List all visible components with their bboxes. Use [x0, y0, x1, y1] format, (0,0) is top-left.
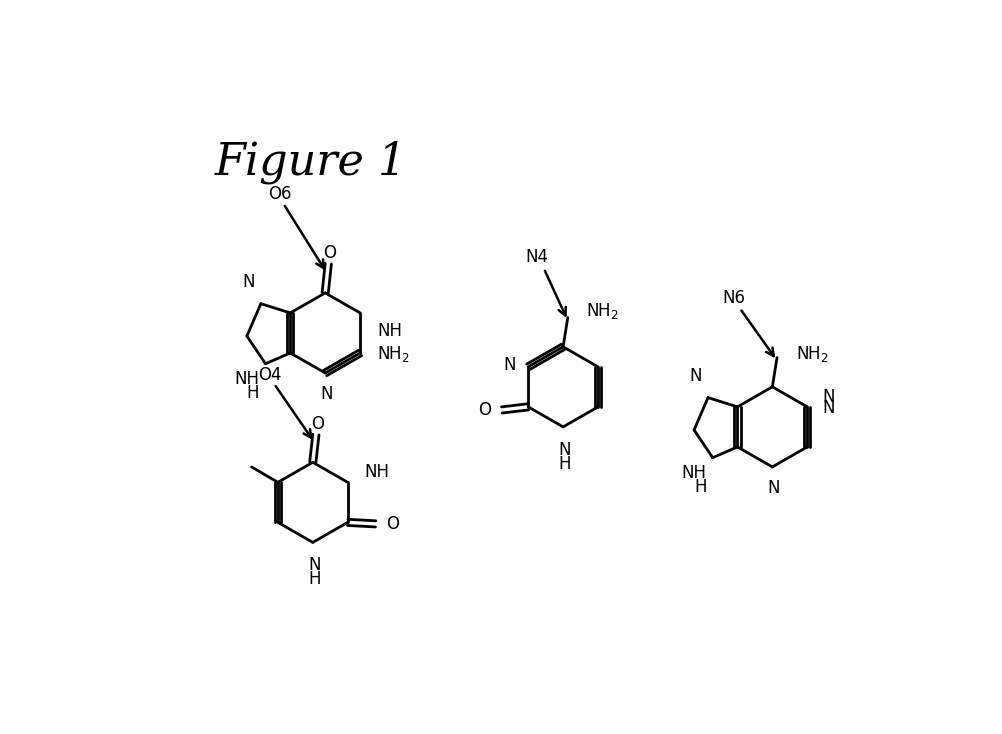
Text: H: H: [558, 454, 571, 473]
Text: O4: O4: [259, 366, 282, 384]
Text: NH: NH: [365, 463, 390, 482]
Text: O6: O6: [268, 186, 292, 203]
Text: O: O: [311, 415, 324, 433]
Text: N: N: [321, 385, 333, 403]
Text: N: N: [242, 273, 255, 291]
Text: NH: NH: [681, 464, 706, 482]
Text: N: N: [823, 388, 836, 406]
Text: O: O: [324, 244, 337, 262]
Text: H: H: [246, 384, 260, 401]
Text: O: O: [387, 515, 400, 533]
Text: N: N: [558, 440, 571, 459]
Text: NH$_2$: NH$_2$: [586, 302, 619, 321]
Text: N: N: [689, 367, 701, 385]
Text: NH$_2$: NH$_2$: [377, 344, 410, 365]
Text: NH$_2$: NH$_2$: [796, 344, 829, 365]
Text: NH: NH: [377, 322, 402, 341]
Text: N: N: [768, 479, 781, 497]
Text: NH: NH: [234, 370, 260, 388]
Text: N6: N6: [722, 288, 745, 307]
Text: N: N: [503, 356, 516, 374]
Text: O: O: [478, 401, 491, 419]
Text: N4: N4: [525, 249, 548, 266]
Text: N: N: [308, 556, 321, 574]
Text: H: H: [308, 570, 321, 588]
Text: Figure 1: Figure 1: [214, 140, 407, 184]
Text: H: H: [694, 478, 706, 495]
Text: N: N: [823, 399, 836, 418]
